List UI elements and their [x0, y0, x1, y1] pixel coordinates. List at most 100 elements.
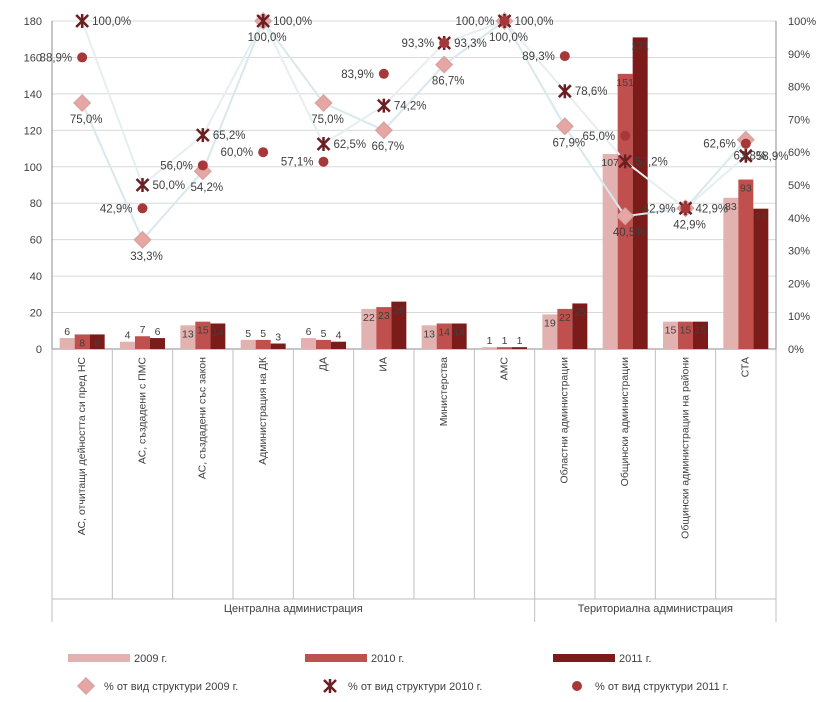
line-marker: [314, 93, 333, 113]
y-left-tick-label: 140: [24, 89, 42, 101]
line-value-label: 33,3%: [130, 251, 163, 263]
line-marker: [316, 137, 331, 151]
line-marker: [738, 148, 753, 163]
line-value-label: 65,2%: [213, 130, 246, 142]
bar-value-label: 15: [665, 325, 677, 337]
y-right-tick-label: 100%: [788, 16, 816, 28]
bar: [512, 347, 527, 349]
category-label: Министерства: [438, 357, 450, 426]
group-label: Централна администрация: [224, 603, 363, 615]
bar: [632, 37, 648, 350]
bar-value-label: 7: [140, 324, 146, 336]
y-right-tick-label: 80%: [788, 82, 810, 94]
line-marker: [618, 154, 633, 169]
category-label: Общински администрации на райони: [679, 357, 691, 539]
bar: [723, 197, 739, 349]
y-right-tick-label: 20%: [788, 278, 810, 290]
bar-value-label: 93: [740, 183, 752, 195]
line-value-label: 88,9%: [40, 52, 73, 64]
bar-value-label: 14: [438, 326, 450, 338]
line-marker: [133, 230, 152, 249]
line-marker: [435, 55, 454, 74]
bar-value-label: 171: [631, 40, 649, 52]
bar-value-label: 1: [517, 335, 523, 347]
bar-value-label: 23: [378, 310, 390, 322]
line-value-label: 74,2%: [394, 101, 427, 113]
y-left-tick-label: 180: [24, 16, 42, 28]
bar-value-label: 13: [423, 328, 435, 340]
line-marker: [197, 160, 208, 171]
legend-marker: [76, 676, 96, 696]
line-marker: [374, 121, 393, 140]
bar-value-label: 14: [212, 326, 224, 338]
bar-value-label: 5: [245, 328, 251, 340]
bar: [557, 308, 573, 349]
bar-value-label: 8: [79, 337, 85, 349]
y-right-tick-label: 0%: [788, 344, 804, 356]
line-value-label: 57,1%: [281, 157, 314, 169]
bar-value-label: 151: [616, 77, 634, 89]
y-left-tick-label: 120: [24, 125, 42, 137]
y-left-tick-label: 20: [30, 308, 42, 320]
y-left-tick-label: 100: [24, 162, 42, 174]
line-value-label: 100,0%: [273, 16, 312, 28]
bar: [301, 338, 316, 349]
bar-value-label: 3: [275, 332, 281, 344]
line-value-label: 86,7%: [432, 76, 465, 88]
bar: [89, 334, 105, 349]
legend-label: 2009 г.: [134, 653, 167, 665]
bar-value-label: 22: [559, 312, 571, 324]
bar: [572, 303, 588, 349]
y-right-tick-label: 70%: [788, 114, 810, 126]
line-value-label: 100,0%: [92, 16, 131, 28]
bar-value-label: 26: [393, 305, 405, 317]
bar-value-label: 6: [306, 326, 312, 338]
bar: [753, 208, 769, 349]
bar: [482, 347, 497, 349]
bar: [391, 301, 407, 349]
line-marker: [195, 128, 210, 143]
line-value-label: 58,9%: [756, 151, 789, 163]
bar: [693, 321, 708, 349]
line-marker: [557, 84, 572, 99]
bar: [210, 323, 226, 349]
category-label: АМС: [498, 357, 510, 381]
series-line: [81, 18, 747, 242]
legend-swatch: [553, 654, 615, 662]
bar: [451, 323, 467, 349]
line-value-label: 54,2%: [191, 182, 224, 194]
bar: [195, 321, 211, 349]
line-value-label: 89,3%: [522, 51, 555, 63]
legend-label: 2010 г.: [371, 653, 404, 665]
bar-value-label: 77: [755, 212, 767, 224]
bar: [663, 321, 678, 349]
legend-label: 2011 г.: [619, 653, 651, 665]
line-value-label: 75,0%: [70, 114, 103, 126]
line-marker: [559, 51, 570, 62]
y-right-tick-label: 30%: [788, 246, 810, 258]
bar-value-label: 15: [695, 325, 707, 337]
bar-value-label: 14: [453, 326, 465, 338]
category-label: АС, отчитащи дейността си пред НС: [76, 357, 88, 536]
line-value-label: 42,9%: [696, 203, 729, 215]
line-value-label: 57,2%: [635, 156, 668, 168]
bar-value-label: 83: [725, 201, 737, 213]
line-marker: [378, 68, 389, 79]
line-marker: [439, 37, 450, 48]
bar-value-label: 1: [502, 335, 508, 347]
category-label: Областни администрации: [559, 357, 571, 484]
y-right-tick-label: 40%: [788, 213, 810, 225]
line-value-label: 67,9%: [553, 137, 586, 149]
line-value-label: 63,8%: [734, 151, 767, 163]
line-marker: [137, 203, 148, 214]
y-left-tick-label: 160: [24, 52, 42, 64]
line-value-label: 42,9%: [673, 219, 706, 231]
line-value-label: 42,9%: [100, 203, 133, 215]
bar: [361, 308, 377, 349]
bar-value-label: 22: [363, 312, 375, 324]
bar: [421, 325, 437, 349]
y-right-tick-label: 90%: [788, 49, 810, 61]
y-right-tick-label: 50%: [788, 180, 810, 192]
line-value-label: 65,0%: [583, 131, 616, 143]
